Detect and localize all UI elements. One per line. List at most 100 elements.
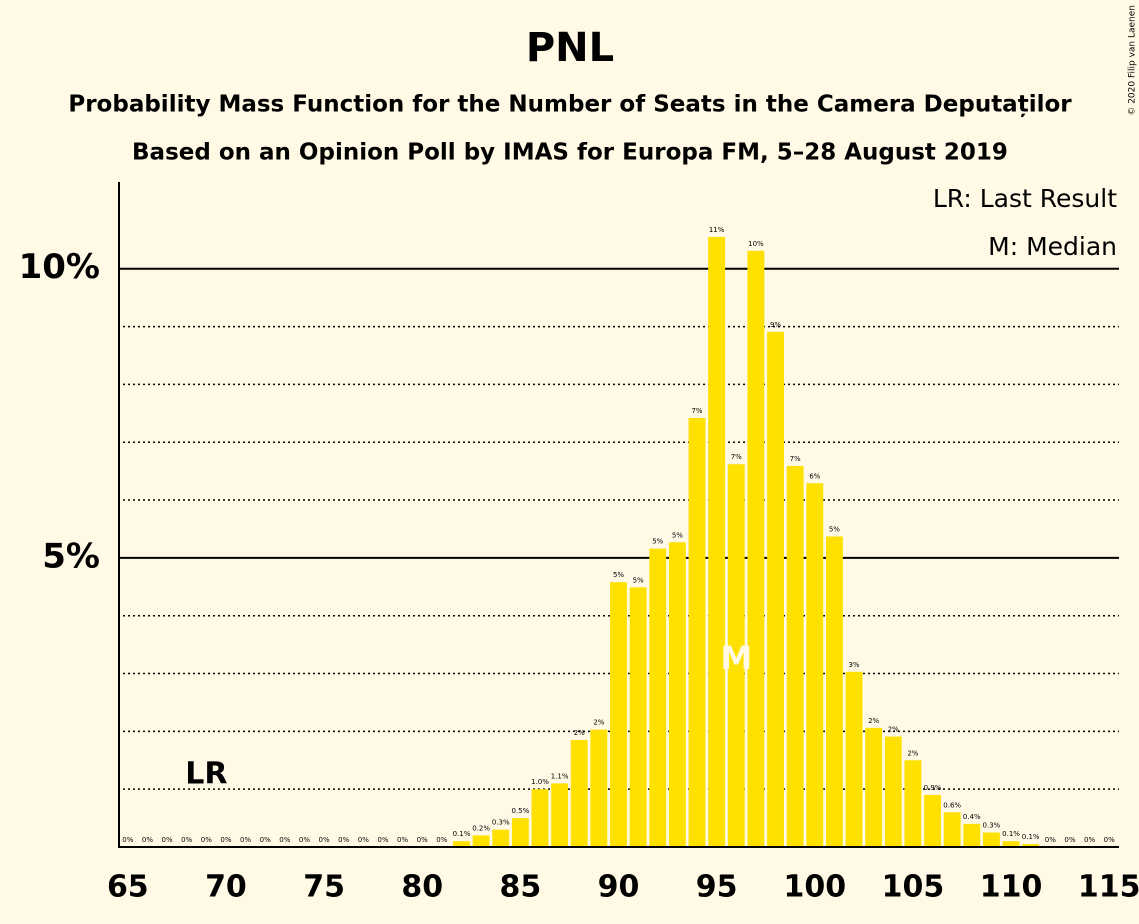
- bar: [845, 671, 863, 847]
- value-label: 5%: [672, 531, 683, 539]
- x-tick-label: 105: [882, 870, 945, 905]
- value-label: 0%: [436, 836, 447, 844]
- bar: [492, 829, 510, 847]
- bar: [590, 729, 608, 847]
- value-label: 0.3%: [492, 819, 510, 827]
- value-label: 0.1%: [1002, 830, 1020, 838]
- value-label: 2%: [574, 729, 585, 737]
- value-label: 0%: [240, 836, 251, 844]
- value-label: 7%: [691, 407, 702, 415]
- value-label: 3%: [848, 661, 859, 669]
- x-tick-label: 70: [205, 870, 247, 905]
- bar: [511, 818, 529, 847]
- value-label: 5%: [652, 538, 663, 546]
- bar: [668, 542, 686, 847]
- y-tick-label: 10%: [19, 247, 100, 287]
- x-tick-label: 115: [1078, 870, 1139, 905]
- legend-text: M: Median: [988, 232, 1117, 261]
- chart-subtitle: Probability Mass Function for the Number…: [68, 92, 1072, 118]
- x-tick-label: 75: [303, 870, 345, 905]
- value-label: 10%: [748, 240, 764, 248]
- y-tick-label: 5%: [42, 536, 100, 576]
- value-label: 11%: [709, 226, 725, 234]
- value-label: 0%: [377, 836, 388, 844]
- value-label: 2%: [593, 719, 604, 727]
- last-result-marker: LR: [185, 757, 227, 792]
- bar: [629, 587, 647, 847]
- value-label: 0.6%: [943, 801, 961, 809]
- value-label: 0%: [319, 836, 330, 844]
- bar: [786, 465, 804, 847]
- value-label: 0.1%: [453, 830, 471, 838]
- value-label: 0%: [220, 836, 231, 844]
- value-label: 5%: [829, 525, 840, 533]
- bar: [1022, 844, 1040, 847]
- chart-subtitle: Based on an Opinion Poll by IMAS for Eur…: [132, 140, 1008, 166]
- bar: [688, 417, 706, 847]
- x-tick-label: 65: [107, 870, 149, 905]
- bar: [904, 760, 922, 847]
- value-label: 2%: [907, 749, 918, 757]
- x-tick-label: 100: [783, 870, 846, 905]
- bar: [865, 727, 883, 847]
- x-tick-label: 90: [598, 870, 640, 905]
- legend-text: LR: Last Result: [933, 184, 1117, 213]
- bar: [825, 536, 843, 847]
- value-label: 0%: [1084, 836, 1095, 844]
- bar: [610, 582, 627, 847]
- value-label: 0%: [1045, 836, 1056, 844]
- value-label: 1.0%: [531, 778, 549, 786]
- x-tick-label: 95: [696, 870, 738, 905]
- value-label: 0%: [417, 836, 428, 844]
- value-label: 9%: [770, 321, 781, 329]
- value-label: 2%: [888, 726, 899, 734]
- value-label: 7%: [790, 455, 801, 463]
- value-label: 0%: [1104, 836, 1115, 844]
- value-label: 7%: [731, 453, 742, 461]
- bar: [472, 835, 490, 847]
- value-label: 0%: [162, 836, 173, 844]
- bar: [982, 832, 1000, 847]
- value-label: 0%: [260, 836, 271, 844]
- value-label: 2%: [868, 717, 879, 725]
- bar: [924, 794, 941, 847]
- value-label: 6%: [809, 472, 820, 480]
- bar: [747, 250, 765, 847]
- bar: [767, 331, 784, 848]
- copyright: © 2020 Filip van Laenen: [1128, 5, 1138, 116]
- x-tick-label: 110: [980, 870, 1043, 905]
- value-label: 1.1%: [551, 772, 569, 780]
- x-tick-label: 85: [499, 870, 541, 905]
- bar: [963, 823, 981, 847]
- value-label: 0%: [279, 836, 290, 844]
- value-label: 0.9%: [924, 784, 942, 792]
- value-label: 0%: [299, 836, 310, 844]
- bar: [649, 548, 667, 847]
- bar: [453, 841, 470, 847]
- median-marker: M: [720, 639, 752, 677]
- value-label: 5%: [613, 571, 624, 579]
- value-label: 0.3%: [983, 822, 1001, 830]
- value-label: 0%: [122, 836, 133, 844]
- value-label: 0%: [181, 836, 192, 844]
- bar: [943, 812, 961, 847]
- bar: [727, 464, 745, 847]
- value-label: 0.5%: [511, 807, 529, 815]
- bar: [806, 483, 824, 847]
- x-tick-label: 80: [401, 870, 443, 905]
- bar: [708, 236, 726, 847]
- value-label: 5%: [633, 576, 644, 584]
- bar: [551, 783, 569, 847]
- value-label: 0%: [1064, 836, 1075, 844]
- value-label: 0.2%: [472, 824, 490, 832]
- bar: [531, 789, 549, 847]
- value-label: 0.1%: [1022, 833, 1040, 841]
- value-label: 0%: [201, 836, 212, 844]
- value-label: 0%: [338, 836, 349, 844]
- bar: [1002, 841, 1020, 847]
- value-label: 0%: [397, 836, 408, 844]
- chart-title: PNL: [526, 25, 614, 71]
- value-label: 0%: [142, 836, 153, 844]
